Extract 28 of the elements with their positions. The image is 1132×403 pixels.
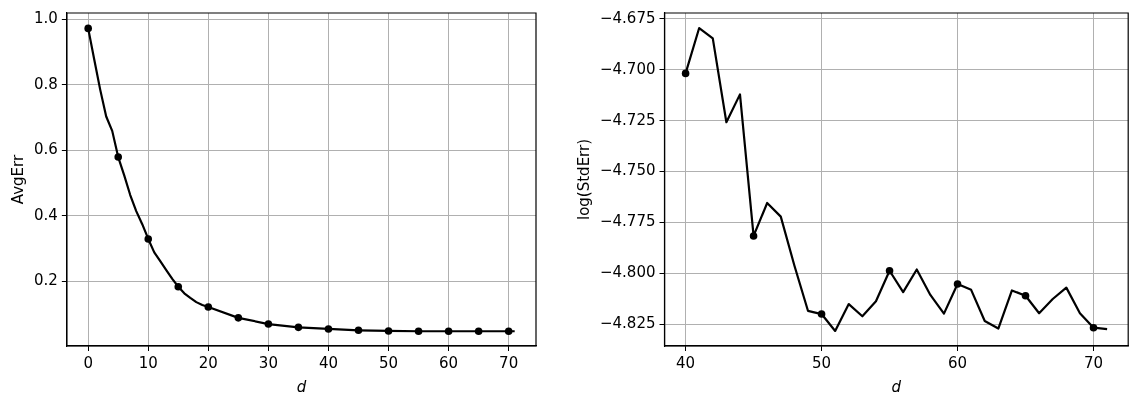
x-tick-label: 40	[676, 353, 696, 372]
x-tick-label: 60	[439, 353, 459, 372]
x-tick-label: 20	[198, 353, 218, 372]
y-tick-label: −4.775	[599, 212, 656, 231]
y-tick-label: −4.725	[599, 110, 656, 129]
y-axis-title: log(StdErr)	[574, 138, 593, 221]
y-tick-label: 0.8	[34, 74, 58, 93]
x-tick-label: 70	[499, 353, 519, 372]
y-tick-label: −4.675	[599, 8, 656, 27]
y-axis-title: AvgErr	[8, 154, 27, 205]
x-axis-title: d	[296, 377, 307, 396]
y-tick-label: −4.825	[599, 313, 656, 332]
x-axis-title: d	[891, 377, 902, 396]
x-tick-label: 40	[318, 353, 339, 372]
x-tick-label: 50	[378, 353, 399, 372]
y-tick-label: −4.800	[599, 263, 656, 282]
y-tick-label: −4.750	[599, 161, 656, 180]
x-tick-label: 10	[138, 353, 158, 372]
x-tick-label: 70	[1083, 353, 1104, 372]
y-tick-label: 0.6	[34, 140, 58, 159]
x-tick-label: 30	[258, 353, 278, 372]
x-tick-label: 0	[83, 353, 93, 372]
y-tick-label: −4.700	[599, 59, 656, 78]
x-tick-label: 50	[812, 353, 832, 372]
x-tick-label: 60	[948, 353, 968, 372]
y-tick-label: 0.4	[34, 205, 58, 224]
y-tick-label: 0.2	[34, 271, 58, 290]
y-tick-label: 1.0	[34, 9, 58, 28]
